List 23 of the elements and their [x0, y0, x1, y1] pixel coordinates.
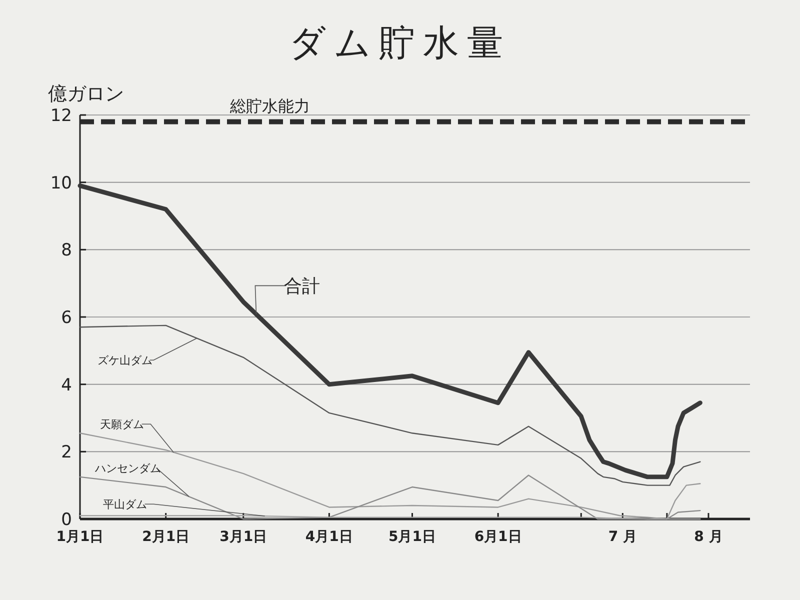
x-tick-label: 3月1日 — [220, 529, 268, 545]
text: ズケ山ダム — [98, 354, 152, 367]
y-tick-label: 8 — [61, 240, 72, 261]
series-label: 平山ダム — [103, 498, 147, 511]
x-tick-label: 2月1日 — [142, 529, 190, 545]
x-tick-label: 1月1日 — [56, 529, 104, 545]
series-label: 天願ダム — [100, 418, 144, 431]
x-tick-label: 4月1日 — [305, 529, 353, 545]
y-tick-label: 10 — [50, 173, 72, 194]
x-tick-label: 7 月 — [608, 529, 637, 545]
series-label: ハンセンダム — [94, 462, 161, 475]
ref-line-label: 総貯水能力 — [229, 96, 310, 116]
y-tick-label: 12 — [50, 106, 72, 126]
y-axis-title: 億ガロン — [48, 83, 124, 105]
x-tick-label: 6月1日 — [474, 529, 522, 545]
series-label: 合計 — [284, 276, 320, 297]
y-tick-label: 0 — [61, 510, 72, 530]
y-tick-label: 4 — [61, 375, 72, 396]
x-tick-label: 5月1日 — [388, 529, 436, 545]
x-tick-label: 8 月 — [694, 529, 723, 545]
y-tick-label: 2 — [61, 442, 72, 463]
y-tick-label: 6 — [61, 308, 72, 328]
chart-title: ダム貯水量 — [289, 23, 511, 64]
